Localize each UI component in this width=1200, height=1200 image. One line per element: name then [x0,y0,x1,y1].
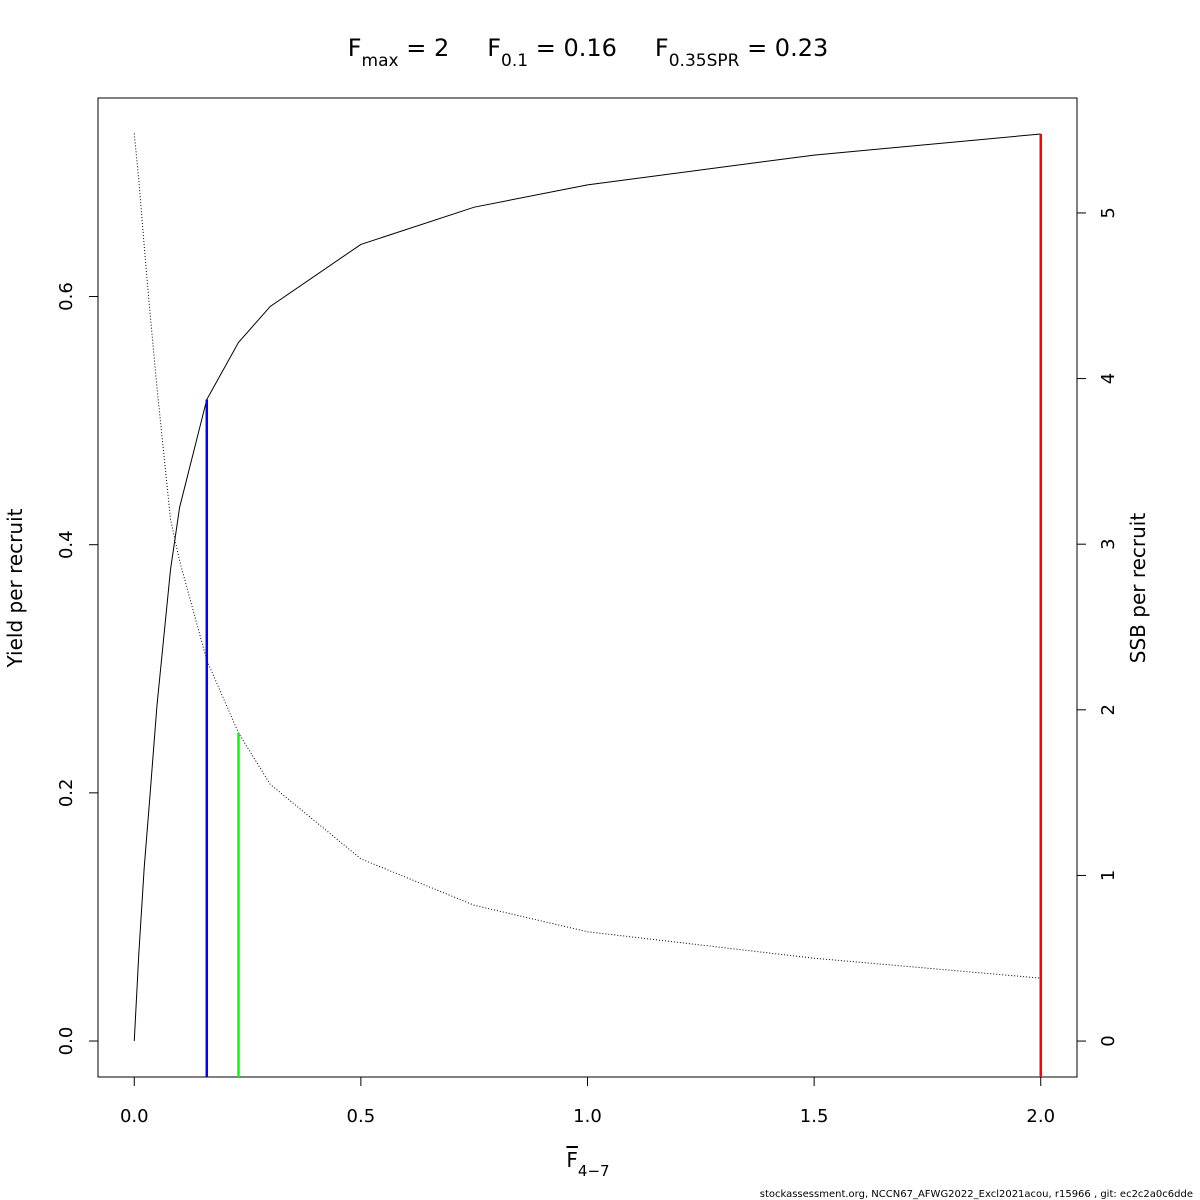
title-value: = 0.23 [739,34,828,62]
y-tick-label: 0.0 [56,1027,77,1056]
title-value: = 2 [399,34,450,62]
y-axis-label: Yield per recruit [3,508,27,668]
x-tick-label: 1.5 [800,1106,829,1127]
y-tick-label: 0.4 [56,530,77,559]
plot-frame [97,97,1078,1078]
y-tick-label: 0.2 [56,779,77,808]
title-symbol: F [655,34,669,62]
title-subscript: 0.1 [501,51,528,71]
curve [133,133,1041,1042]
y2-tick-label: 5 [1098,207,1119,218]
x-tick-label: 0.5 [347,1106,376,1127]
x-tick-label: 0.0 [120,1106,149,1127]
title-value: = 0.16 [528,34,617,62]
title-subscript: 0.35SPR [669,51,740,71]
y-tick-label: 0.6 [56,282,77,311]
x-axis-label: F4−7 [566,1148,609,1180]
title-symbol: F [487,34,501,62]
chart-title: Fmax = 2 F0.1 = 0.16 F0.35SPR = 0.23 [348,34,829,71]
curve [133,133,1041,979]
y2-tick-label: 1 [1098,870,1119,881]
title-symbol: F [348,34,362,62]
x-label-symbol: F [566,1148,578,1172]
y2-tick-label: 2 [1098,704,1119,715]
x-label-subscript: 4−7 [578,1162,610,1180]
x-tick-label: 1.0 [573,1106,602,1127]
x-tick-label: 2.0 [1026,1106,1055,1127]
footnote: stockassessment.org, NCCN67_AFWG2022_Exc… [760,1189,1193,1200]
title-subscript: max [362,51,399,71]
y2-tick-label: 0 [1098,1035,1119,1046]
y2-tick-label: 4 [1098,373,1119,384]
y2-axis-label: SSB per recruit [1126,513,1150,664]
y2-tick-label: 3 [1098,538,1119,549]
